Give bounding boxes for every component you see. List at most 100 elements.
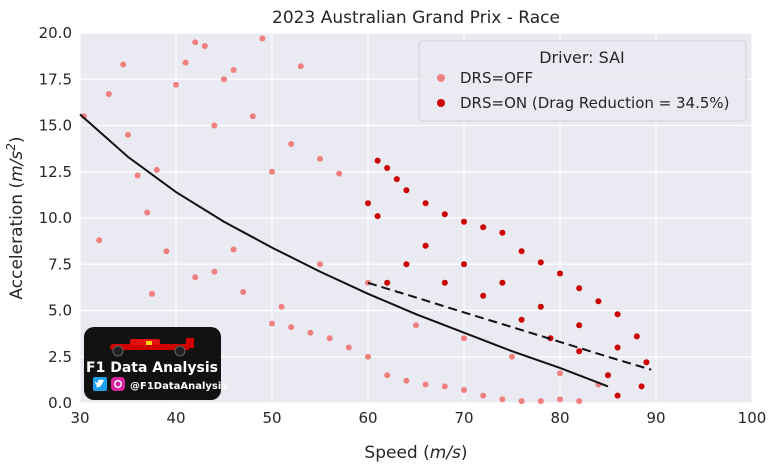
point-s1-4 xyxy=(374,213,381,220)
y-tick-label-3: 7.5 xyxy=(48,255,72,273)
watermark-handle: @F1DataAnalysis xyxy=(130,381,227,392)
y-axis-label-text: Acceleration xyxy=(7,194,27,300)
point-s1-19 xyxy=(638,383,645,390)
y-axis-label-close: ) xyxy=(7,136,27,143)
point-s0-24 xyxy=(192,274,199,281)
point-s1-17 xyxy=(633,333,640,340)
point-s0-38 xyxy=(441,383,448,390)
trend-lines xyxy=(79,113,652,388)
point-s0-40 xyxy=(480,392,487,399)
point-s1-2 xyxy=(393,176,400,183)
point-s0-46 xyxy=(317,261,323,268)
y-tick-label-5: 12.5 xyxy=(39,163,72,181)
y-tick-label-2: 5.0 xyxy=(48,302,72,320)
point-s1-31 xyxy=(499,279,506,286)
watermark-logo: F1 Data Analysis @F1DataAnalysis xyxy=(84,327,227,400)
point-s0-26 xyxy=(230,246,237,253)
point-s0-22 xyxy=(149,290,155,297)
f1-car-icon xyxy=(110,338,194,357)
instagram-lens-glyph xyxy=(113,380,122,389)
legend-box xyxy=(418,40,747,122)
x-axis-label-text: Speed xyxy=(364,443,417,463)
point-s0-14 xyxy=(230,67,237,73)
legend-entry-drs-on: DRS=ON (Drag Reduction = 34.5%) xyxy=(460,94,730,112)
point-s0-36 xyxy=(403,377,410,384)
point-s0-29 xyxy=(278,303,285,310)
legend-entry-drs-off: DRS=OFF xyxy=(460,69,533,87)
point-s0-19 xyxy=(297,63,304,70)
y-axis-unit: m/s xyxy=(7,151,27,182)
point-s0-20 xyxy=(317,155,323,162)
point-s1-13 xyxy=(557,270,563,277)
legend-marker-drs-on xyxy=(437,99,445,107)
point-s0-34 xyxy=(365,353,371,360)
point-s0-16 xyxy=(259,35,266,42)
point-s0-8 xyxy=(173,81,179,88)
y-tick-labels: 0.0 2.5 5.0 7.5 10.0 12.5 15.0 17.5 20.0 xyxy=(39,24,72,412)
trend-line-0 xyxy=(79,113,609,388)
chart-title: 2023 Australian Grand Prix - Race xyxy=(272,8,560,28)
point-s0-39 xyxy=(461,387,467,394)
grid-lines xyxy=(79,32,753,404)
x-tick-label-7: 100 xyxy=(738,409,767,427)
point-s0-4 xyxy=(125,131,131,138)
point-s0-48 xyxy=(413,322,419,329)
y-tick-label-7: 17.5 xyxy=(39,70,72,88)
twitter-bird-glyph xyxy=(95,379,104,388)
point-s0-41 xyxy=(499,396,506,403)
point-s1-28 xyxy=(384,279,391,286)
y-tick-label-8: 20.0 xyxy=(39,24,72,42)
watermark-title: F1 Data Analysis xyxy=(86,360,218,376)
point-s0-27 xyxy=(240,289,247,295)
point-s0-50 xyxy=(509,353,515,360)
point-s0-49 xyxy=(461,335,467,342)
point-s1-20 xyxy=(614,392,621,399)
point-s1-1 xyxy=(384,165,391,172)
point-s0-12 xyxy=(211,122,218,129)
point-s1-8 xyxy=(461,218,467,225)
point-s1-16 xyxy=(614,311,621,318)
point-s0-3 xyxy=(120,61,127,68)
trend-line-1 xyxy=(367,281,652,371)
point-s1-18 xyxy=(643,359,650,366)
point-s1-32 xyxy=(537,303,544,310)
x-tick-labels: 30 40 50 60 70 80 90 100 xyxy=(70,409,766,427)
point-s1-0 xyxy=(374,157,381,164)
point-s1-24 xyxy=(518,316,525,323)
point-s0-42 xyxy=(518,398,525,405)
x-tick-label-0: 30 xyxy=(70,409,89,427)
point-s1-10 xyxy=(499,229,506,236)
y-axis-label: Acceleration (m/s2) xyxy=(4,136,27,299)
point-s0-18 xyxy=(288,141,295,147)
point-s0-23 xyxy=(163,248,170,255)
y-axis-unit-exponent: 2 xyxy=(4,143,18,151)
point-s0-37 xyxy=(422,381,429,388)
point-s0-44 xyxy=(557,396,563,403)
point-s1-34 xyxy=(614,344,621,351)
y-tick-label-1: 2.5 xyxy=(48,348,72,366)
point-s0-28 xyxy=(269,320,275,327)
instagram-icon xyxy=(111,377,125,391)
point-s1-29 xyxy=(422,242,429,249)
point-s1-15 xyxy=(595,298,602,305)
point-s0-30 xyxy=(288,324,295,331)
point-s1-7 xyxy=(441,211,448,218)
point-s0-51 xyxy=(557,370,563,377)
point-s0-1 xyxy=(96,237,103,244)
point-s1-26 xyxy=(441,279,448,286)
point-s0-45 xyxy=(576,398,583,405)
point-s0-33 xyxy=(345,344,352,351)
point-s1-30 xyxy=(461,261,467,268)
point-s1-3 xyxy=(365,200,371,207)
point-s1-9 xyxy=(480,224,487,231)
x-tick-label-5: 80 xyxy=(550,409,569,427)
point-s1-5 xyxy=(403,187,410,194)
point-s0-21 xyxy=(336,170,343,177)
point-s0-11 xyxy=(201,42,208,49)
legend-title: Driver: SAI xyxy=(539,48,625,67)
x-tick-label-2: 50 xyxy=(262,409,281,427)
point-s0-43 xyxy=(537,398,544,405)
y-tick-label-0: 0.0 xyxy=(48,394,72,412)
point-s1-21 xyxy=(605,372,611,379)
point-s0-13 xyxy=(221,76,227,83)
